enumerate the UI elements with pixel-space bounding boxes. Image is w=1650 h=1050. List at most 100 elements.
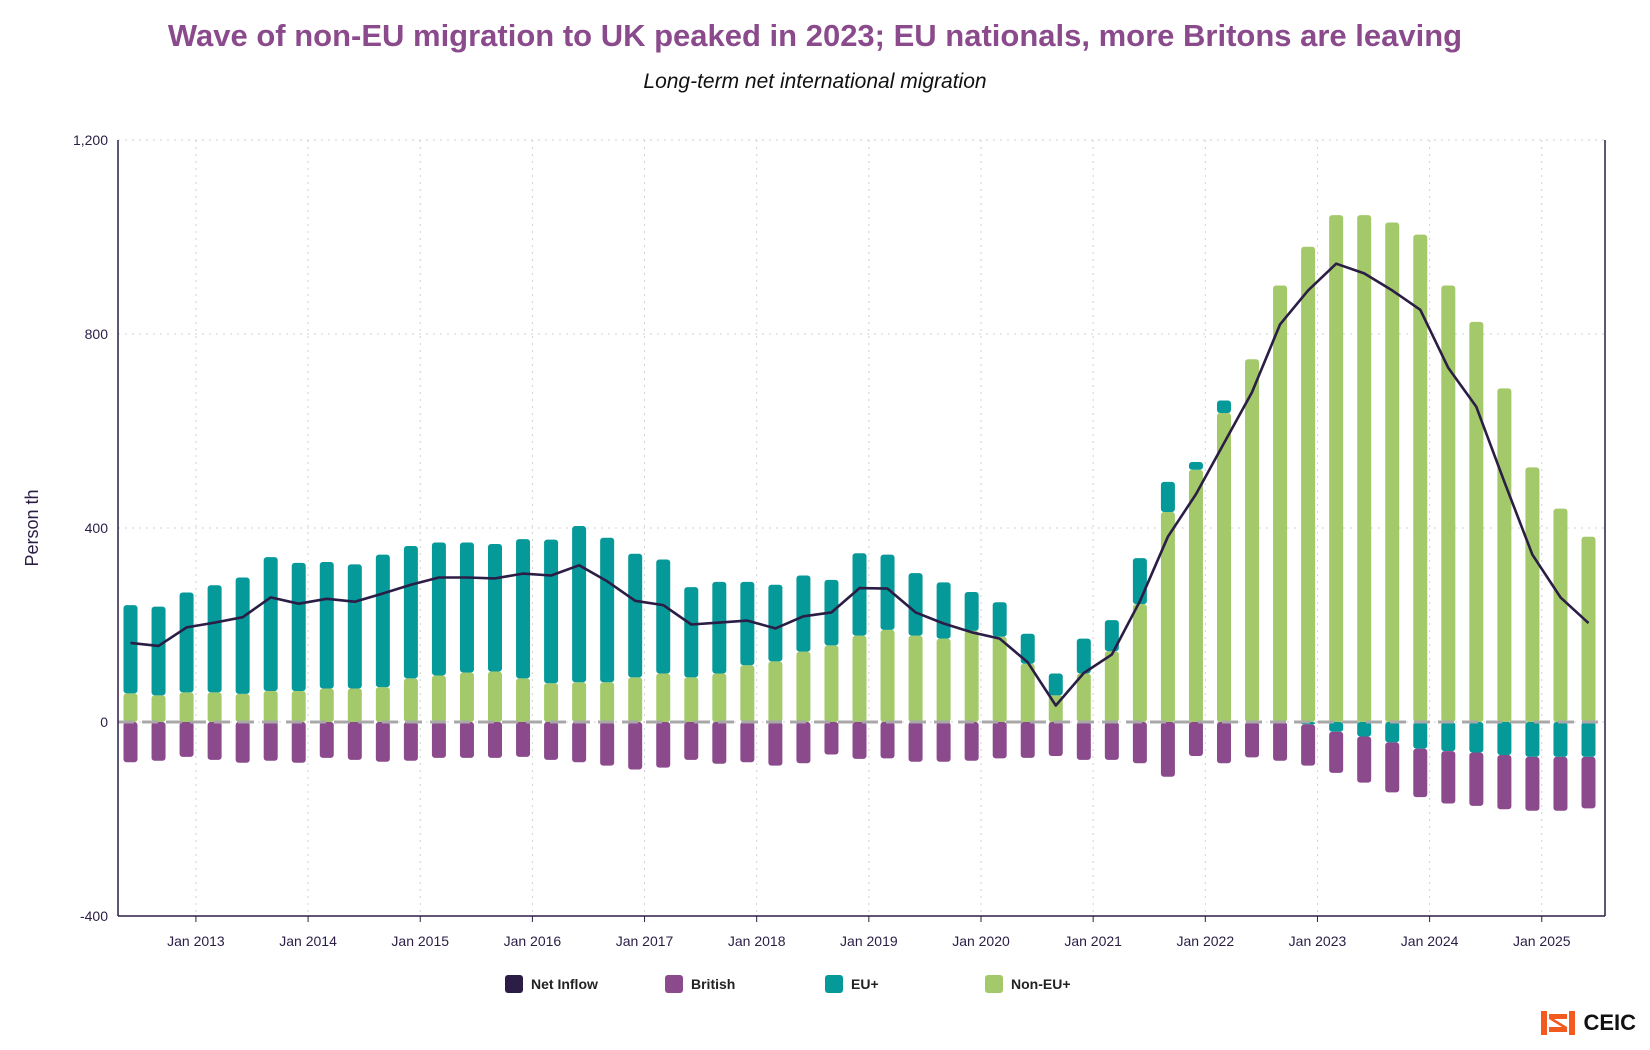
bar-british: [1160, 722, 1175, 777]
x-tick-label: Jan 2023: [1289, 933, 1347, 949]
bar-british: [235, 722, 250, 763]
bar-british: [1385, 742, 1400, 793]
bar-eu: [151, 606, 166, 696]
bar-british: [572, 722, 587, 763]
bar-non-eu: [824, 645, 839, 722]
bar-eu: [628, 553, 643, 678]
bar-eu: [1329, 722, 1344, 732]
bar-british: [319, 722, 334, 758]
chart-canvas: -400 0 400 800 1,200 Jan 2013 Jan 2014 Jan 2015…: [22, 132, 1606, 949]
bar-eu: [1469, 722, 1484, 753]
bar-eu: [1441, 722, 1456, 752]
bar-non-eu: [319, 688, 334, 722]
bar-eu: [347, 564, 362, 689]
bar-non-eu: [1469, 321, 1484, 722]
bar-non-eu: [600, 682, 615, 722]
bar-eu: [684, 587, 699, 678]
bar-non-eu: [1553, 508, 1568, 722]
bar-british: [796, 722, 811, 764]
net-inflow-line-path: [130, 262, 1590, 707]
bar-british: [1217, 722, 1231, 764]
bar-non-eu: [796, 651, 811, 722]
legend-item-british[interactable]: British: [665, 975, 825, 993]
bar-eu: [319, 561, 334, 689]
legend-label: British: [691, 976, 736, 992]
bar-non-eu: [1301, 246, 1316, 722]
bar-eu: [656, 559, 671, 674]
bar-eu: [600, 537, 615, 683]
bar-non-eu: [712, 673, 727, 722]
bar-non-eu: [1217, 413, 1231, 722]
bar-non-eu: [740, 665, 755, 722]
bar-eu: [1553, 722, 1568, 757]
bar-british: [1048, 722, 1063, 756]
bar-british: [1020, 722, 1035, 758]
bar-eu: [179, 592, 194, 693]
bar-non-eu: [291, 690, 306, 722]
bar-eu: [431, 542, 446, 676]
chart-subtitle: Long-term net international migration: [643, 70, 987, 93]
bar-eu: [235, 577, 250, 694]
bar-british: [712, 722, 727, 764]
legend-item-net-inflow[interactable]: Net Inflow: [505, 975, 665, 993]
bar-eu: [488, 544, 502, 672]
bar-non-eu: [1385, 222, 1400, 722]
bar-british: [459, 722, 474, 758]
bar-non-eu: [628, 677, 643, 722]
bar-non-eu: [1357, 215, 1372, 723]
bar-non-eu: [572, 682, 587, 722]
bar-british: [1553, 756, 1568, 811]
bar-british: [1104, 722, 1119, 760]
bar-british: [207, 722, 222, 760]
bar-british: [403, 722, 418, 761]
bar-british: [544, 722, 559, 760]
bar-eu: [1104, 620, 1119, 652]
bar-british: [1301, 724, 1316, 766]
x-tick-label: Jan 2015: [391, 933, 449, 949]
bar-british: [347, 722, 362, 760]
bar-british: [516, 722, 531, 757]
bar-eu: [1132, 558, 1147, 605]
bar-eu: [1020, 633, 1035, 664]
y-axis-label: Person th: [22, 489, 42, 566]
x-tick-label: Jan 2024: [1401, 933, 1459, 949]
bar-eu: [572, 526, 587, 683]
x-tick-label: Jan 2013: [167, 933, 225, 949]
bar-british: [151, 722, 166, 761]
x-tick-label: Jan 2022: [1177, 933, 1235, 949]
bar-non-eu: [1441, 285, 1456, 722]
bar-british: [684, 722, 699, 760]
bar-non-eu: [516, 678, 531, 722]
bar-eu: [992, 602, 1007, 637]
bar-british: [852, 722, 867, 759]
legend-item-non-eu[interactable]: Non-EU+: [985, 975, 1145, 993]
bar-non-eu: [459, 672, 474, 722]
chart-title: Wave of non-EU migration to UK peaked in…: [167, 18, 1463, 53]
bar-british: [1413, 748, 1428, 798]
bar-british: [768, 722, 783, 766]
bar-non-eu: [207, 692, 222, 722]
bar-non-eu: [768, 661, 783, 722]
bar-british: [1525, 756, 1540, 811]
bar-non-eu: [908, 635, 923, 722]
bar-non-eu: [123, 693, 138, 722]
bars: [123, 215, 1596, 811]
bar-eu: [712, 581, 727, 674]
bar-british: [1076, 722, 1091, 760]
bar-non-eu: [235, 693, 250, 722]
bar-eu: [516, 539, 531, 679]
bar-british: [1188, 722, 1203, 756]
bar-eu: [1385, 722, 1400, 743]
bar-non-eu: [431, 675, 446, 722]
bar-eu: [908, 573, 923, 636]
bar-non-eu: [656, 673, 671, 722]
bar-non-eu: [1076, 673, 1091, 722]
bar-british: [431, 722, 446, 758]
y-tick-label: -400: [80, 908, 108, 924]
legend-item-eu[interactable]: EU+: [825, 975, 985, 993]
bar-non-eu: [852, 635, 867, 722]
bar-non-eu: [1329, 215, 1344, 723]
bar-non-eu: [964, 630, 979, 722]
bar-eu: [1581, 722, 1596, 757]
bar-eu: [1160, 481, 1175, 512]
